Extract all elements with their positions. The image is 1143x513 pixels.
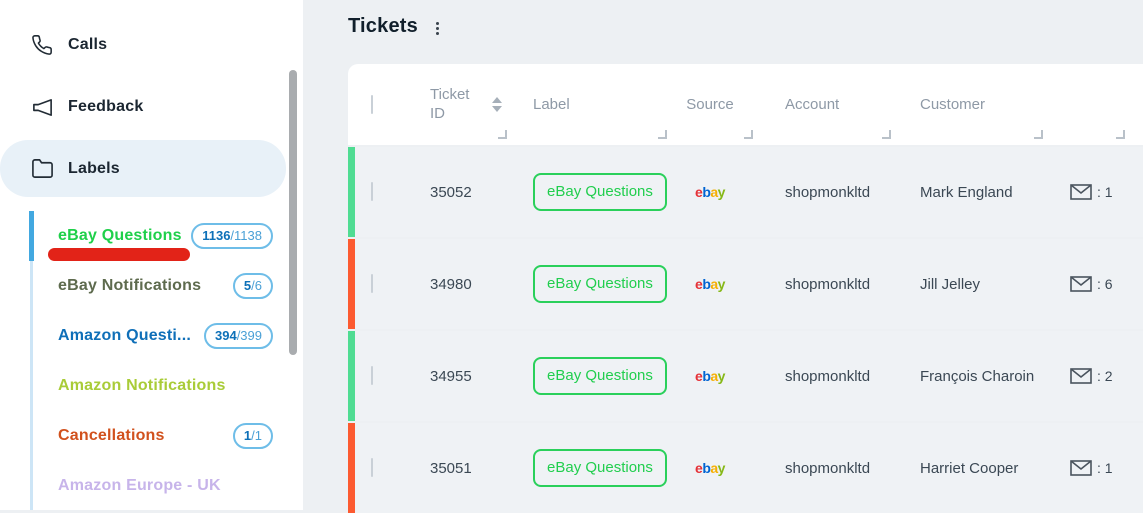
row-checkbox[interactable] <box>371 458 373 477</box>
page-title-row: Tickets <box>348 15 441 38</box>
label-count-badge: 5/6 <box>232 273 273 299</box>
column-resize-grip[interactable] <box>744 130 753 139</box>
badge-unread: 394 <box>214 328 237 343</box>
message-count: : 1 <box>1043 184 1125 200</box>
ticket-label-pill[interactable]: eBay Questions <box>533 265 667 303</box>
row-status-bar <box>348 147 355 237</box>
ticket-id: 34980 <box>430 275 472 293</box>
table-row[interactable]: 34980 eBay Questions ebay shopmonkltd Ji… <box>348 239 1143 329</box>
label-item-amazon-questions[interactable]: Amazon Questi... 394/399 <box>0 311 303 361</box>
column-resize-grip[interactable] <box>658 130 667 139</box>
account-name: shopmonkltd <box>785 275 871 293</box>
ticket-label-pill[interactable]: eBay Questions <box>533 173 667 211</box>
sidebar-item-labels[interactable]: Labels <box>0 140 286 197</box>
red-annotation-underline <box>48 248 190 261</box>
label-count-badge: 1136/1138 <box>191 223 273 249</box>
label-name: eBay Notifications <box>58 277 202 294</box>
envelope-icon <box>1070 460 1092 476</box>
tickets-table: Ticket ID Label Source Account Customer … <box>348 64 1143 513</box>
sidebar: Calls Feedback Labels eBay Questions 113… <box>0 0 303 510</box>
column-header-source[interactable]: Source <box>686 96 734 113</box>
label-name: Amazon Europe - UK <box>58 477 221 494</box>
customer-name: François Charoin <box>920 367 1035 385</box>
ticket-label-pill[interactable]: eBay Questions <box>533 357 667 395</box>
sidebar-item-label: Labels <box>68 159 120 177</box>
account-name: shopmonkltd <box>785 367 871 385</box>
message-count: : 2 <box>1043 368 1125 384</box>
ebay-logo: ebay <box>695 368 725 384</box>
envelope-icon <box>1070 368 1092 384</box>
megaphone-icon <box>30 95 54 119</box>
column-resize-grip[interactable] <box>498 130 507 139</box>
badge-total: /1 <box>251 428 262 443</box>
column-resize-grip[interactable] <box>1116 130 1125 139</box>
label-name: Amazon Questi... <box>58 327 191 344</box>
ebay-logo: ebay <box>695 184 725 200</box>
account-name: shopmonkltd <box>785 183 871 201</box>
badge-unread: 1 <box>243 428 252 443</box>
column-resize-grip[interactable] <box>882 130 891 139</box>
kebab-menu-icon[interactable] <box>434 20 441 37</box>
sidebar-item-label: Feedback <box>68 98 144 115</box>
label-count-badge: 394/399 <box>203 323 273 349</box>
envelope-icon <box>1070 184 1092 200</box>
label-item-amazon-notifications[interactable]: Amazon Notifications <box>0 361 303 411</box>
badge-total: /6 <box>251 278 262 293</box>
select-all-checkbox[interactable] <box>371 94 373 114</box>
row-checkbox[interactable] <box>371 366 373 385</box>
main-content: Tickets Ticket ID Label Source Account C… <box>303 0 1143 513</box>
table-row[interactable]: 35051 eBay Questions ebay shopmonkltd Ha… <box>348 423 1143 513</box>
table-row[interactable]: 34955 eBay Questions ebay shopmonkltd Fr… <box>348 331 1143 421</box>
sidebar-item-label: Calls <box>68 36 108 53</box>
customer-name: Jill Jelley <box>920 275 981 293</box>
sidebar-item-feedback[interactable]: Feedback <box>0 85 286 129</box>
ticket-id: 35051 <box>430 459 472 477</box>
labels-tree-line <box>30 211 33 510</box>
folder-icon <box>30 157 54 181</box>
ticket-id: 34955 <box>430 367 472 385</box>
envelope-icon <box>1070 276 1092 292</box>
account-name: shopmonkltd <box>785 459 871 477</box>
table-row[interactable]: 35052 eBay Questions ebay shopmonkltd Ma… <box>348 147 1143 237</box>
badge-unread: 5 <box>243 278 252 293</box>
column-header-account[interactable]: Account <box>785 96 840 113</box>
sidebar-item-calls[interactable]: Calls <box>0 23 286 67</box>
column-header-customer[interactable]: Customer <box>920 96 986 113</box>
customer-name: Harriet Cooper <box>920 459 1019 477</box>
table-header-row: Ticket ID Label Source Account Customer <box>348 64 1143 145</box>
customer-name: Mark England <box>920 183 1013 201</box>
label-name: Amazon Notifications <box>58 377 226 394</box>
message-count: : 6 <box>1043 276 1125 292</box>
ebay-logo: ebay <box>695 460 725 476</box>
phone-icon <box>30 33 54 57</box>
ticket-label-pill[interactable]: eBay Questions <box>533 449 667 487</box>
row-status-bar <box>348 331 355 421</box>
ebay-logo: ebay <box>695 276 725 292</box>
selected-label-indicator <box>29 211 34 261</box>
ticket-id: 35052 <box>430 183 472 201</box>
badge-total: /1138 <box>230 228 262 243</box>
sort-icon[interactable] <box>492 97 502 112</box>
badge-total: /399 <box>236 328 262 343</box>
column-header-ticket-id[interactable]: Ticket ID <box>430 85 470 122</box>
label-item-amazon-europe-uk[interactable]: Amazon Europe - UK <box>0 461 303 511</box>
row-checkbox[interactable] <box>371 274 373 293</box>
column-header-label[interactable]: Label <box>533 96 570 113</box>
page-title: Tickets <box>348 15 418 37</box>
row-checkbox[interactable] <box>371 182 373 201</box>
label-name: eBay Questions <box>58 227 182 244</box>
badge-unread: 1136 <box>202 228 231 243</box>
row-status-bar <box>348 239 355 329</box>
sidebar-scrollbar[interactable] <box>289 70 297 355</box>
label-item-ebay-notifications[interactable]: eBay Notifications 5/6 <box>0 261 303 311</box>
column-resize-grip[interactable] <box>1034 130 1043 139</box>
label-item-cancellations[interactable]: Cancellations 1/1 <box>0 411 303 461</box>
label-item-ebay-questions[interactable]: eBay Questions 1136/1138 <box>0 211 303 261</box>
label-count-badge: 1/1 <box>232 423 273 449</box>
label-name: Cancellations <box>58 427 165 444</box>
message-count: : 1 <box>1043 460 1125 476</box>
row-status-bar <box>348 423 355 513</box>
